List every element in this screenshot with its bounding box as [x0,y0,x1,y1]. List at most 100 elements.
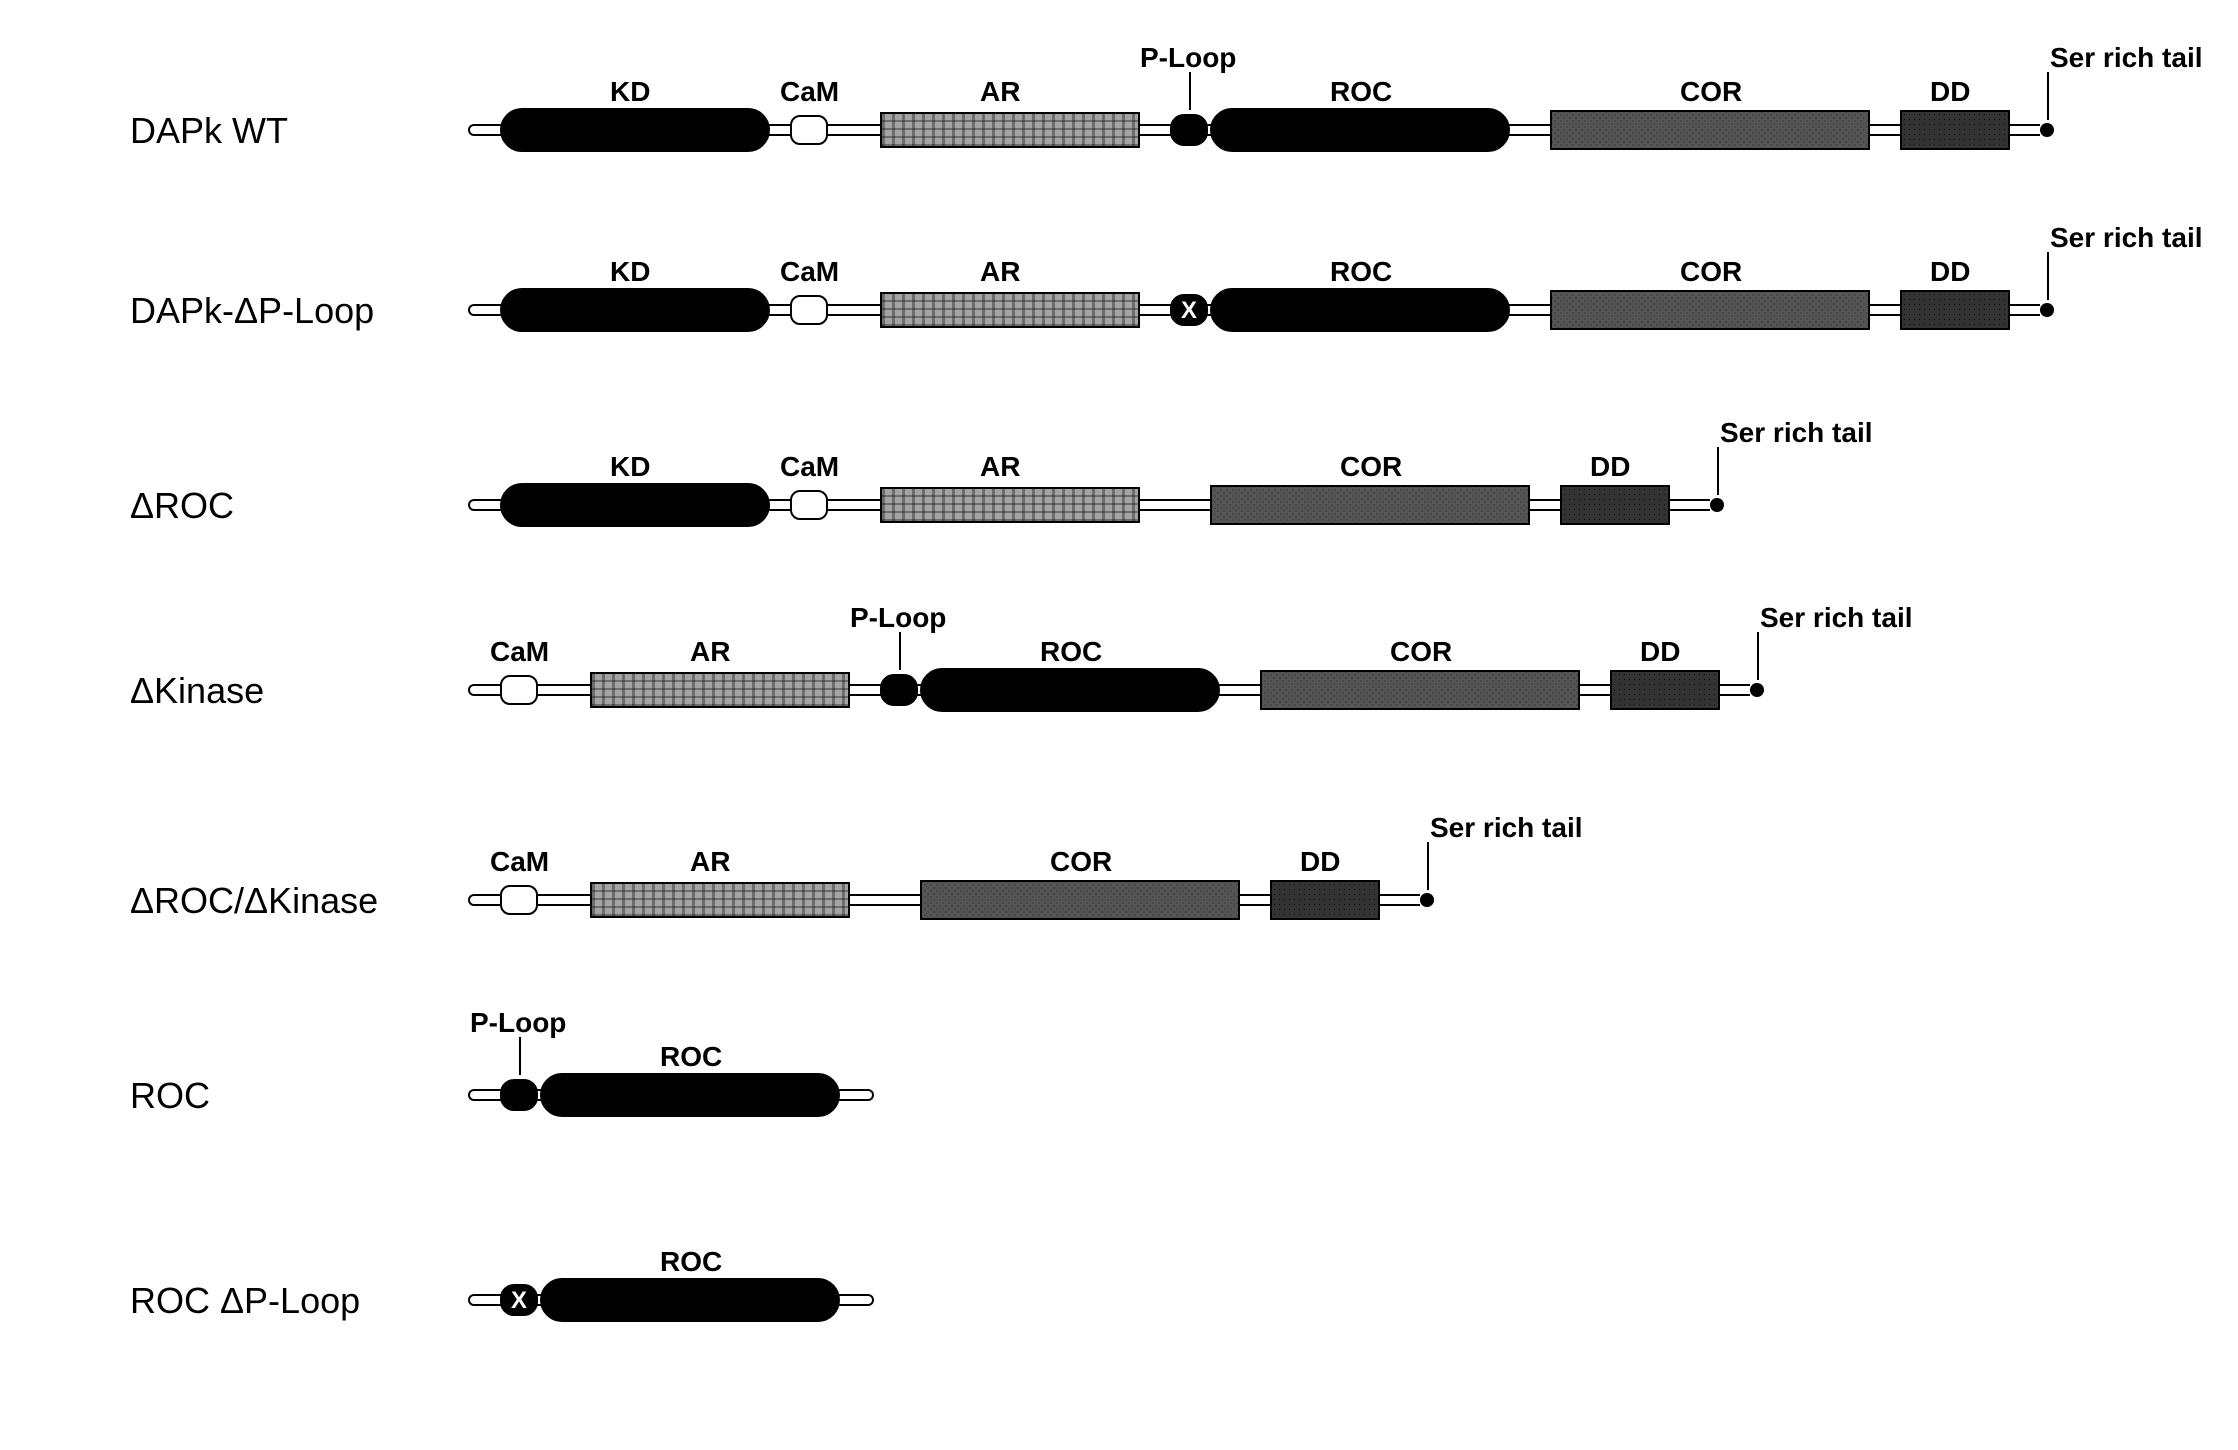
construct-name: ROC [130,1075,210,1117]
domain-label: CaM [490,846,549,878]
domain-label: ROC [660,1041,722,1073]
domain-cam [500,885,538,915]
domain-label: AR [980,256,1020,288]
domain-label: COR [1050,846,1112,878]
domain-roc [540,1073,840,1117]
domain-dd [1610,670,1720,710]
c-terminus-knob [1710,498,1724,512]
ser-rich-tail-label: Ser rich tail [2050,222,2203,254]
callout-line [519,1037,521,1075]
domain-dd [1900,290,2010,330]
construct-name: ΔKinase [130,670,264,712]
ser-rich-tail-label: Ser rich tail [2050,42,2203,74]
domain-label: COR [1680,76,1742,108]
domain-cor [1550,110,1870,150]
domain-label: AR [980,76,1020,108]
construct-name: DAPk WT [130,110,288,152]
c-terminus-open [860,1089,874,1101]
domain-roc [540,1278,840,1322]
domain-label: DD [1640,636,1680,668]
domain-label: ROC [660,1246,722,1278]
construct-row: ΔROC/ΔKinaseCaMARCORDDSer rich tail [0,790,2238,970]
ser-rich-tail-label: Ser rich tail [1760,602,1913,634]
domain-label: COR [1340,451,1402,483]
domain-label: DD [1300,846,1340,878]
domain-label: DD [1930,256,1970,288]
callout-line [1717,447,1719,495]
domain-label: P-Loop [470,1007,566,1039]
construct-row: DAPk WT KD CaM AR P-Loop ROC COR DD Ser rich tai… [0,20,2238,200]
domain-cam [790,295,828,325]
domain-ploop [1170,114,1208,146]
domain-kd [500,108,770,152]
construct-row: ROC ΔP-Loop X ROC [0,1190,2238,1370]
domain-dd [1270,880,1380,920]
domain-label: ROC [1330,76,1392,108]
callout-line [1757,632,1759,680]
domain-label: CaM [780,256,839,288]
domain-kd [500,483,770,527]
domain-label: CaM [490,636,549,668]
domain-ploopdel: X [500,1284,538,1316]
domain-ploopdel: X [1170,294,1208,326]
c-terminus-knob [2040,123,2054,137]
domain-label: DD [1590,451,1630,483]
domain-dd [1900,110,2010,150]
construct-name: ΔROC [130,485,234,527]
c-terminus-open [860,1294,874,1306]
domain-ar [880,487,1140,523]
domain-ar [590,882,850,918]
domain-cam [790,115,828,145]
construct-name: DAPk-ΔP-Loop [130,290,374,332]
domain-label: P-Loop [850,602,946,634]
domain-label: AR [980,451,1020,483]
domain-ar [590,672,850,708]
n-terminus [468,894,482,906]
domain-label: CaM [780,451,839,483]
construct-row: ΔROC KD CaM AR COR DD Ser rich tail [0,395,2238,575]
domain-label: COR [1680,256,1742,288]
domain-cor [920,880,1240,920]
n-terminus [468,684,482,696]
domain-label: ROC [1040,636,1102,668]
callout-line [2047,252,2049,300]
domain-roc [1210,108,1510,152]
domain-ar [880,292,1140,328]
construct-name: ΔROC/ΔKinase [130,880,378,922]
domain-kd [500,288,770,332]
domain-cor [1260,670,1580,710]
callout-line [899,632,901,670]
domain-cam [500,675,538,705]
domain-dd [1560,485,1670,525]
domain-ploop [500,1079,538,1111]
domain-label: DD [1930,76,1970,108]
c-terminus-knob [1750,683,1764,697]
domain-label: AR [690,636,730,668]
construct-name: ROC ΔP-Loop [130,1280,360,1322]
domain-label: KD [610,451,650,483]
domain-cor [1550,290,1870,330]
domain-ar [880,112,1140,148]
domain-label: P-Loop [1140,42,1236,74]
domain-roc [1210,288,1510,332]
ser-rich-tail-label: Ser rich tail [1430,812,1583,844]
domain-label: COR [1390,636,1452,668]
callout-line [2047,72,2049,120]
n-terminus [468,124,482,136]
c-terminus-knob [2040,303,2054,317]
domain-label: CaM [780,76,839,108]
domain-label: ROC [1330,256,1392,288]
domain-roc [920,668,1220,712]
construct-row: ΔKinase CaM AR P-Loop ROC COR DD Ser rich tail [0,580,2238,760]
ser-rich-tail-label: Ser rich tail [1720,417,1873,449]
construct-row: DAPk-ΔP-LoopKDCaMARXROCCORDDSer rich tai… [0,200,2238,380]
n-terminus [468,499,482,511]
n-terminus [468,1089,482,1101]
c-terminus-knob [1420,893,1434,907]
n-terminus [468,304,482,316]
callout-line [1189,72,1191,110]
domain-cam [790,490,828,520]
n-terminus [468,1294,482,1306]
callout-line [1427,842,1429,890]
domain-label: KD [610,76,650,108]
